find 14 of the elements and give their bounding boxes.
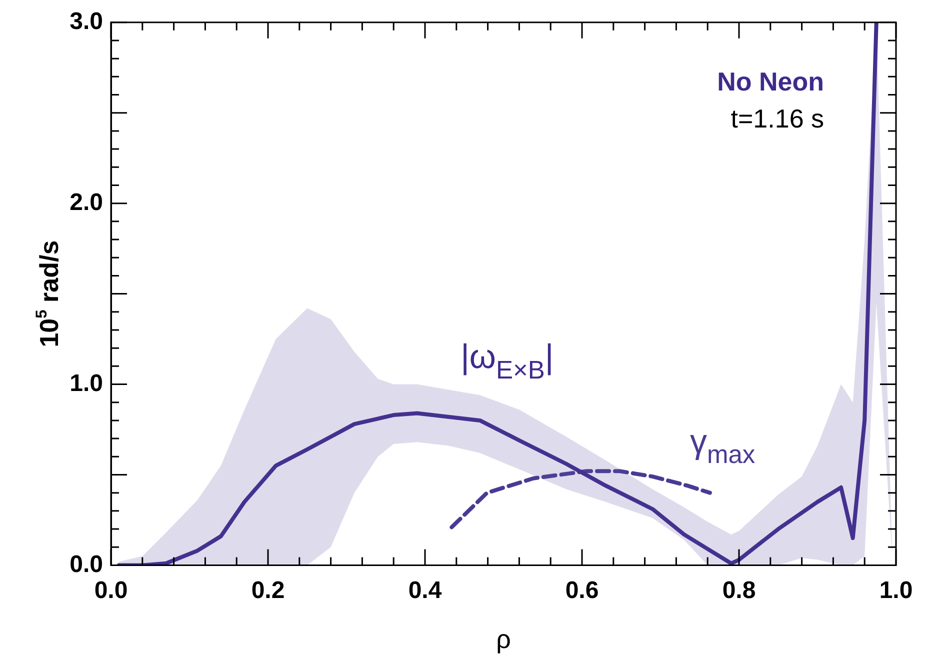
y-tick-label: 0.0	[70, 550, 103, 578]
x-tick-label: 0.6	[565, 577, 599, 604]
x-axis-title: ρ	[496, 624, 511, 654]
y-axis-title: 105 rad/s	[33, 240, 64, 348]
x-tick-label: 0.0	[94, 577, 128, 604]
y-tick-label: 1.0	[70, 370, 103, 397]
x-tick-label: 0.2	[251, 577, 285, 604]
y-tick-label: 2.0	[70, 188, 103, 216]
x-tick-label: 0.8	[722, 577, 756, 604]
x-tick-label: 0.4	[408, 577, 442, 604]
x-tick-label: 1.0	[879, 577, 913, 604]
annotation: t=1.16 s	[730, 103, 824, 134]
annotation: No Neon	[717, 66, 824, 96]
y-tick-label: 3.0	[70, 8, 103, 36]
